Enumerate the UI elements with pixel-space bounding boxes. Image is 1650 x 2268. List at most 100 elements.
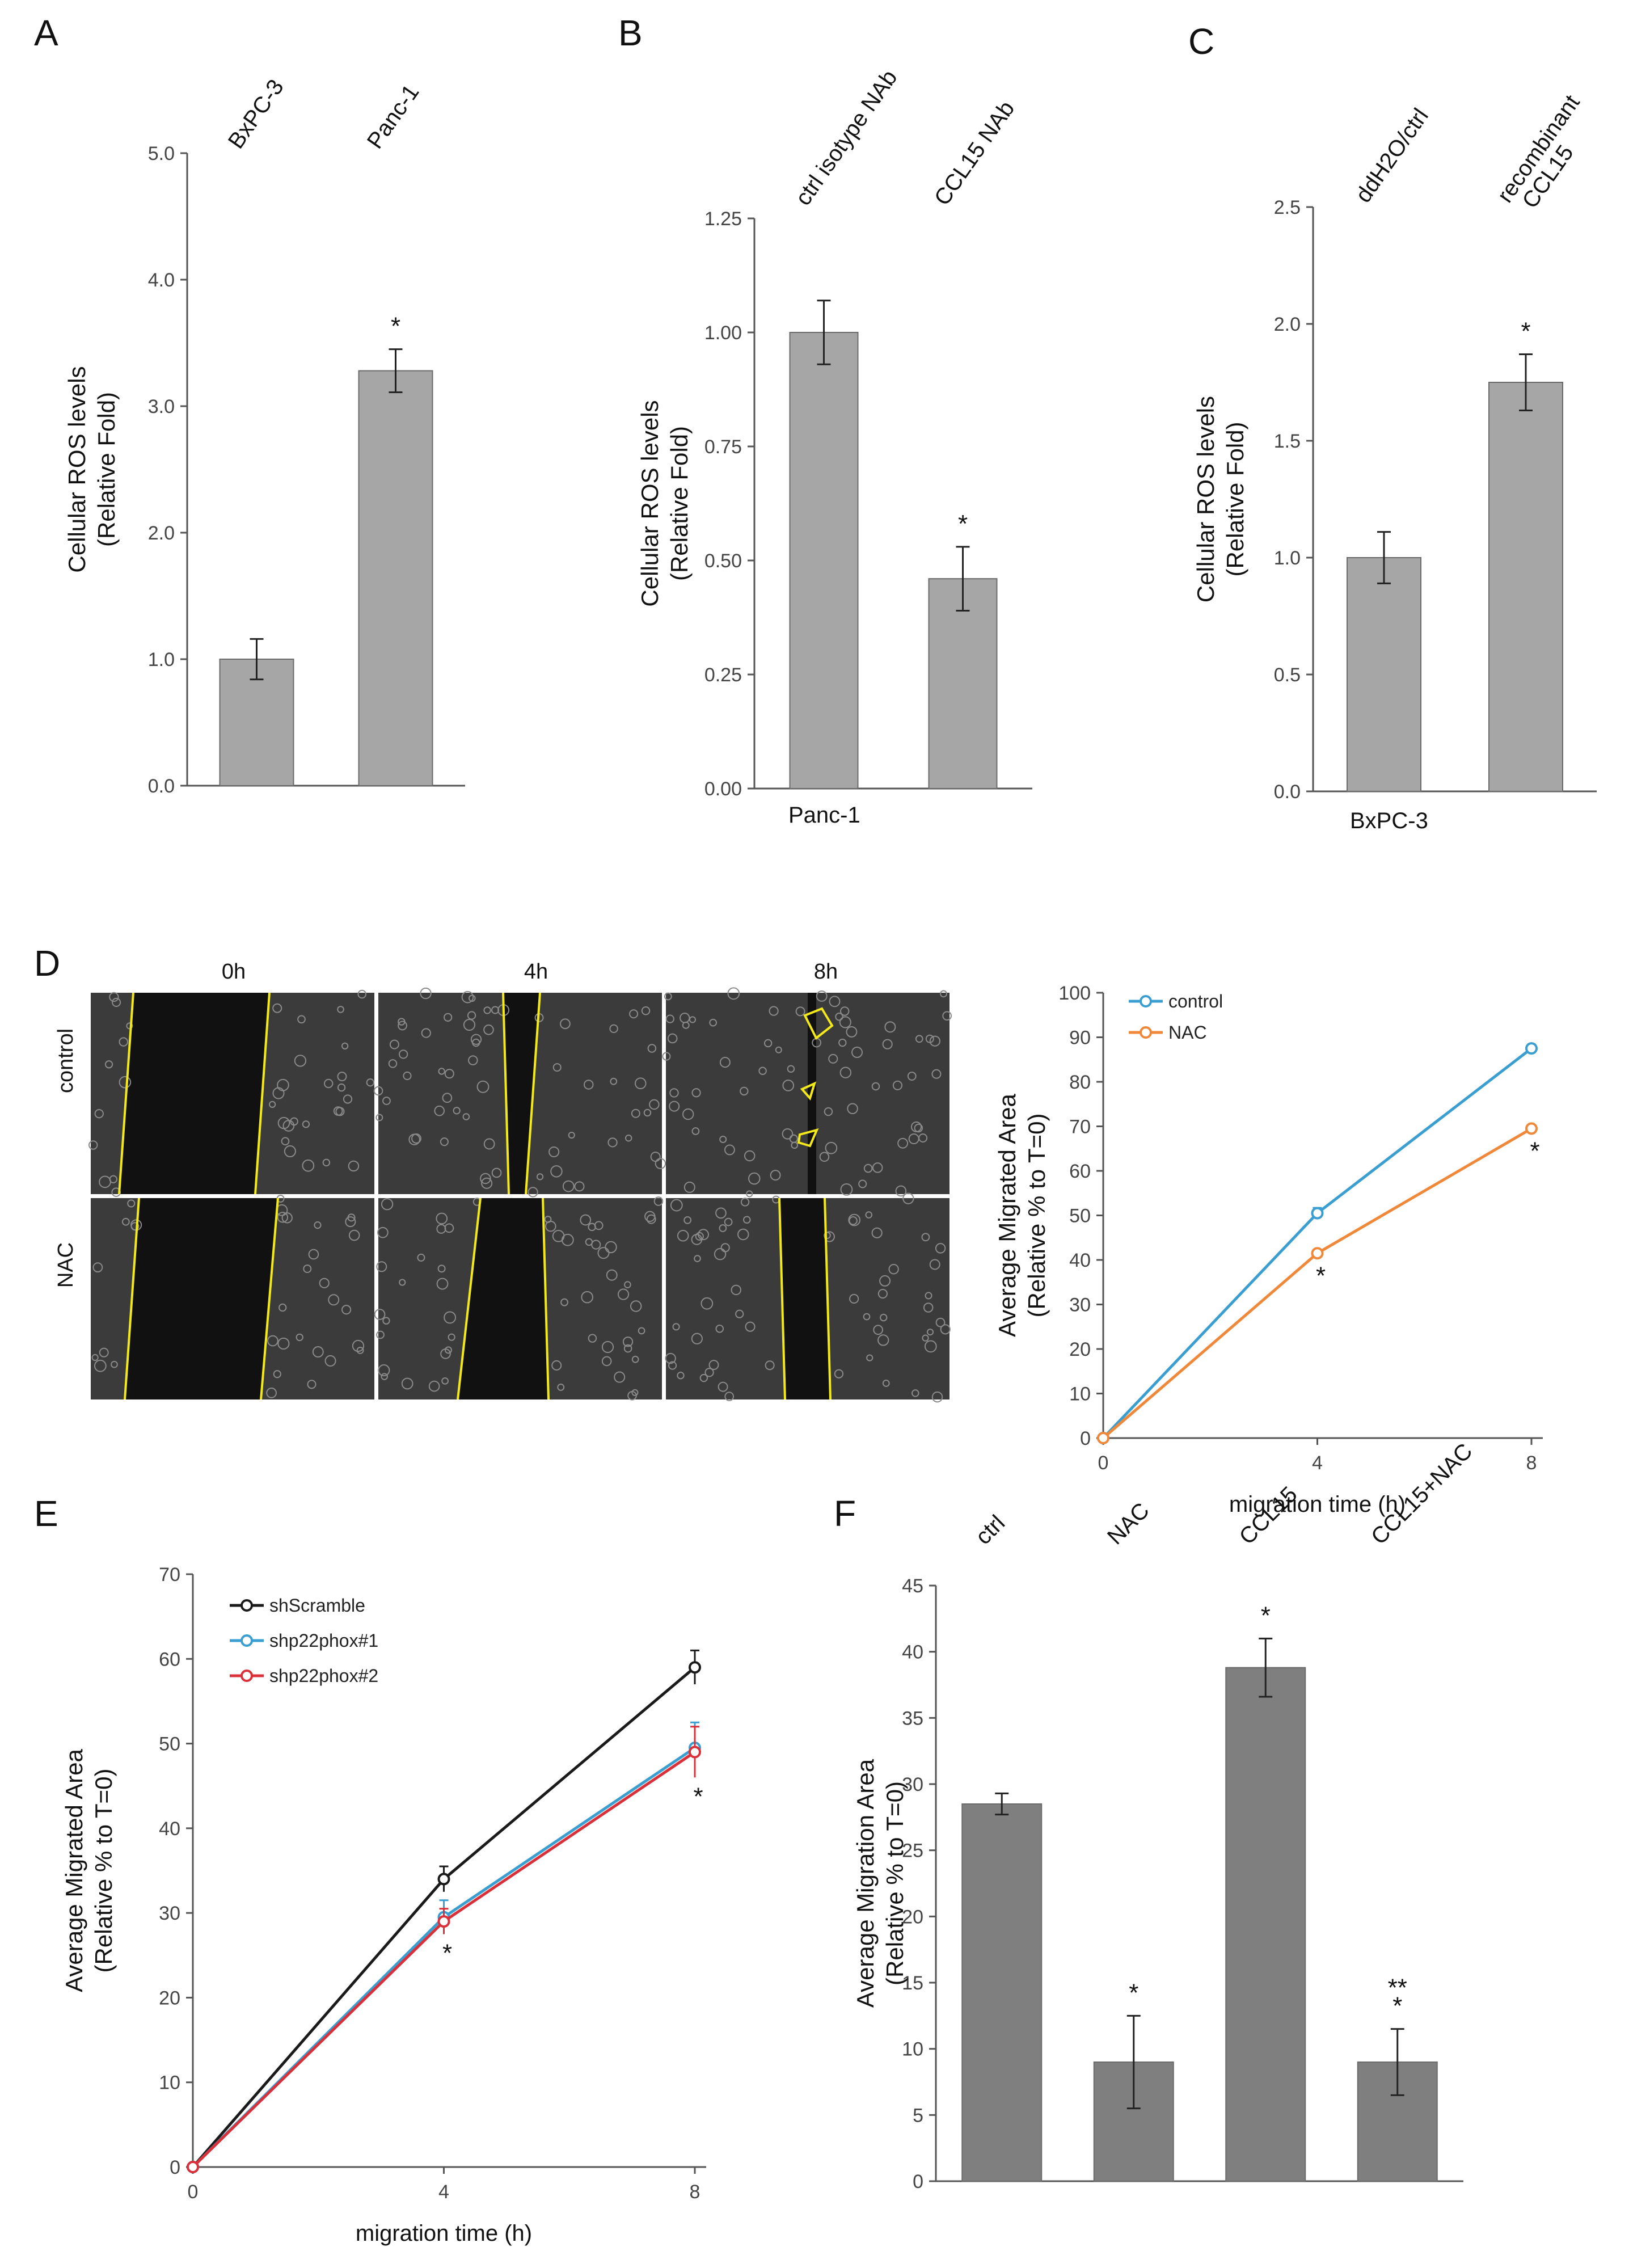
cell-outline xyxy=(266,1388,277,1398)
data-point xyxy=(437,1915,450,1928)
cell-outline xyxy=(922,1334,929,1342)
cell-outline xyxy=(127,1199,136,1208)
data-point xyxy=(689,1661,701,1674)
cell-outline xyxy=(647,1044,657,1053)
cell-outline xyxy=(942,1011,952,1021)
cell-outline xyxy=(863,1313,871,1321)
cell-outline xyxy=(444,1311,457,1324)
data-point xyxy=(1097,1432,1109,1444)
cell-outline xyxy=(882,1379,890,1387)
cell-outline xyxy=(940,1324,951,1335)
legend-marker xyxy=(1140,1026,1152,1039)
cell-outline xyxy=(381,1373,388,1380)
cell-line-label: BxPC-3 xyxy=(1350,808,1428,833)
cell-outline xyxy=(483,1006,491,1014)
legend-label: shp22phox#2 xyxy=(269,1666,378,1686)
cell-outline xyxy=(614,1371,626,1383)
cell-outline xyxy=(683,1216,692,1224)
cell-outline xyxy=(914,1123,923,1133)
cell-outline xyxy=(839,1006,850,1016)
cell-outline xyxy=(880,1313,888,1322)
significance-marker: * xyxy=(958,510,968,538)
cell-outline xyxy=(601,1356,612,1367)
cell-outline xyxy=(444,1013,453,1022)
cell-outline xyxy=(698,1229,710,1241)
cell-outline xyxy=(704,1368,714,1377)
cell-outline xyxy=(926,1329,934,1336)
cell-outline xyxy=(88,1140,98,1150)
y-tick-label: 40 xyxy=(902,1642,923,1663)
cell-outline xyxy=(908,1133,919,1145)
cell-outline xyxy=(281,1212,293,1224)
cell-outline xyxy=(911,1389,919,1397)
cell-outline xyxy=(646,1214,656,1224)
significance-marker: * xyxy=(1530,1137,1539,1165)
cell-outline xyxy=(111,1360,118,1368)
cell-outline xyxy=(742,1216,751,1224)
migration-front-left xyxy=(457,1198,482,1400)
cell-outline xyxy=(324,1355,336,1367)
cell-outline xyxy=(610,1077,618,1085)
y-axis-label-line: (Relative Fold) xyxy=(666,426,693,581)
legend-marker xyxy=(240,1634,253,1647)
micrograph-tile xyxy=(373,987,666,1198)
cell-outline xyxy=(441,1377,449,1385)
cell-outline xyxy=(480,1173,491,1184)
cell-outline xyxy=(319,1278,330,1288)
cell-outline xyxy=(552,1063,562,1072)
y-axis-label-line: (Relative % to T=0) xyxy=(90,1769,117,1973)
cell-outline xyxy=(341,1305,352,1315)
cell-outline xyxy=(307,1380,317,1389)
cell-outline xyxy=(839,1016,851,1028)
cell-outline xyxy=(872,1162,883,1173)
cell-outline xyxy=(719,1135,727,1143)
y-tick-label: 0.0 xyxy=(1274,781,1301,803)
cell-outline xyxy=(373,1086,383,1096)
y-tick-label: 5.0 xyxy=(148,143,175,165)
micrograph-tile xyxy=(91,1195,374,1400)
x-axis-label: migration time (h) xyxy=(356,2221,532,2246)
cell-outline xyxy=(724,1144,735,1156)
cell-outline xyxy=(267,1335,278,1347)
cell-outline xyxy=(584,1080,594,1090)
cell-outline xyxy=(835,1013,843,1021)
cell-outline xyxy=(277,1078,289,1091)
cell-outline xyxy=(744,1150,756,1162)
cell-outline xyxy=(606,1269,618,1281)
y-tick-label: 100 xyxy=(1058,983,1091,1004)
bar xyxy=(928,578,998,789)
cell-outline xyxy=(376,1261,387,1272)
cell-outline xyxy=(314,1221,322,1229)
cell-outline xyxy=(665,1014,674,1023)
cell-outline xyxy=(461,990,474,1004)
cell-outline xyxy=(324,1078,334,1089)
migration-front-fragments xyxy=(797,1007,834,1148)
cell-outline xyxy=(476,1080,489,1093)
cell-outline xyxy=(667,1033,678,1044)
cell-outline xyxy=(769,1006,779,1016)
cell-outline xyxy=(748,1172,761,1185)
significance-marker: * xyxy=(442,1939,452,1967)
cell-outline xyxy=(907,1072,917,1081)
data-point xyxy=(1525,1042,1538,1055)
y-axis-label-line: Average Migration Area xyxy=(852,1759,879,2008)
legend-label: control xyxy=(1168,991,1223,1011)
cell-outline xyxy=(929,1259,940,1270)
cell-outline xyxy=(863,1163,873,1173)
bar xyxy=(789,332,859,789)
significance-marker: * xyxy=(1316,1262,1326,1290)
cell-outline xyxy=(745,1321,756,1332)
cell-outline xyxy=(695,1232,704,1241)
legend-label: shp22phox#1 xyxy=(269,1630,378,1651)
y-tick-label: 40 xyxy=(1069,1250,1091,1271)
y-tick-label: 1.5 xyxy=(1274,431,1301,452)
significance-marker: * xyxy=(1521,318,1530,345)
significance-marker: ** xyxy=(1388,1974,1407,2002)
cell-outline xyxy=(715,1325,724,1333)
cell-outline xyxy=(92,1262,103,1273)
cell-outline xyxy=(740,1198,750,1207)
time-label-0h: 0h xyxy=(222,960,246,984)
cell-outline xyxy=(834,1369,844,1378)
cell-outline xyxy=(624,1281,631,1288)
